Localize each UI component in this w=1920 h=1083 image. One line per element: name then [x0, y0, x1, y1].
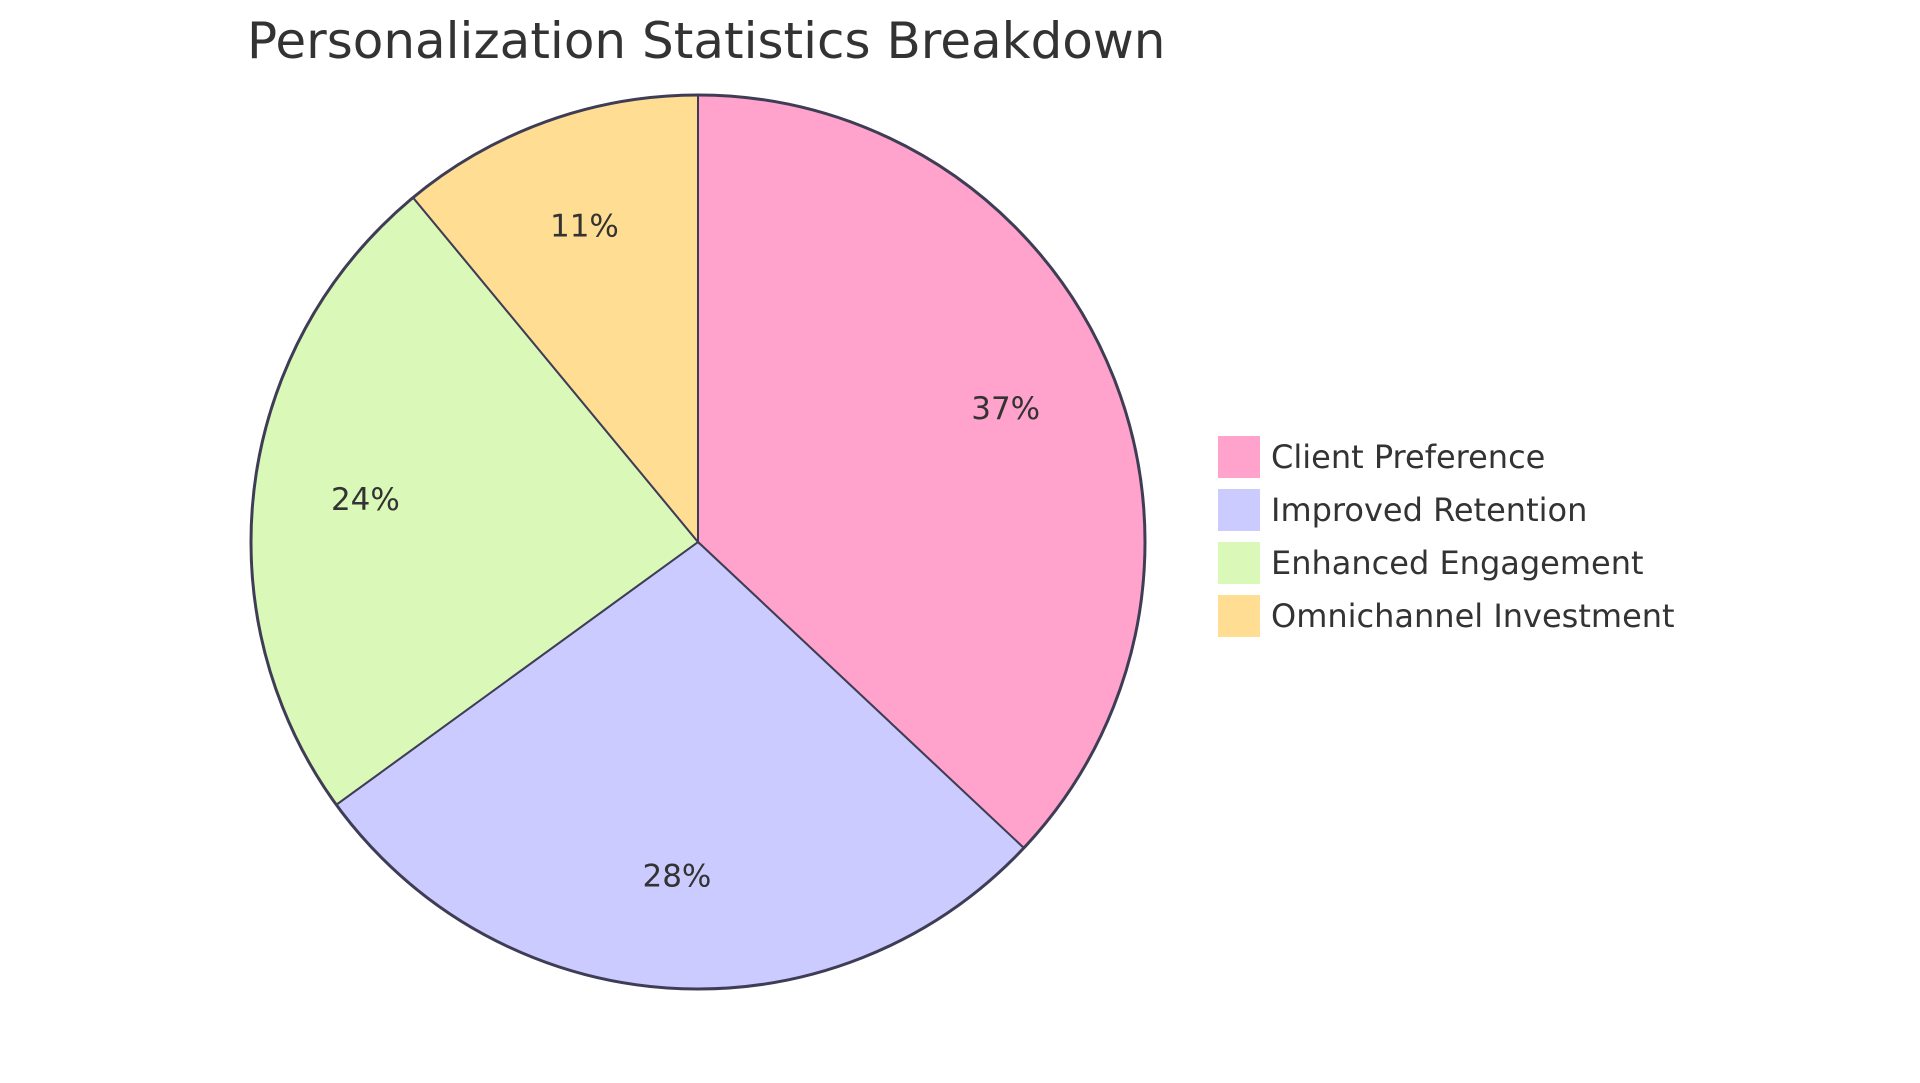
legend-item-improved-retention: Improved Retention — [1216, 487, 1587, 533]
legend-swatch — [1216, 487, 1262, 533]
slice-label-omnichannel-investment: 11% — [550, 209, 619, 245]
pie-outline — [249, 93, 1147, 991]
legend-item-client-preference: Client Preference — [1216, 434, 1545, 480]
pie-slice-labels: 37% 28% 24% 11% — [331, 209, 1040, 895]
legend: Client Preference Improved Retention Enhan… — [1216, 434, 1675, 639]
slice-label-improved-retention: 28% — [642, 859, 711, 895]
legend-swatch — [1216, 434, 1262, 480]
slice-label-client-preference: 37% — [971, 391, 1040, 427]
legend-item-enhanced-engagement: Enhanced Engagement — [1216, 540, 1644, 586]
legend-label: Improved Retention — [1271, 491, 1587, 529]
chart-title: Personalization Statistics Breakdown — [247, 12, 1165, 70]
legend-label: Enhanced Engagement — [1271, 544, 1644, 582]
legend-swatch — [1216, 540, 1262, 586]
legend-swatch — [1216, 593, 1262, 639]
legend-item-omnichannel-investment: Omnichannel Investment — [1216, 593, 1675, 639]
pie-slices — [249, 93, 1147, 991]
legend-label: Omnichannel Investment — [1271, 597, 1675, 635]
slice-label-enhanced-engagement: 24% — [331, 482, 400, 518]
legend-label: Client Preference — [1271, 438, 1545, 476]
